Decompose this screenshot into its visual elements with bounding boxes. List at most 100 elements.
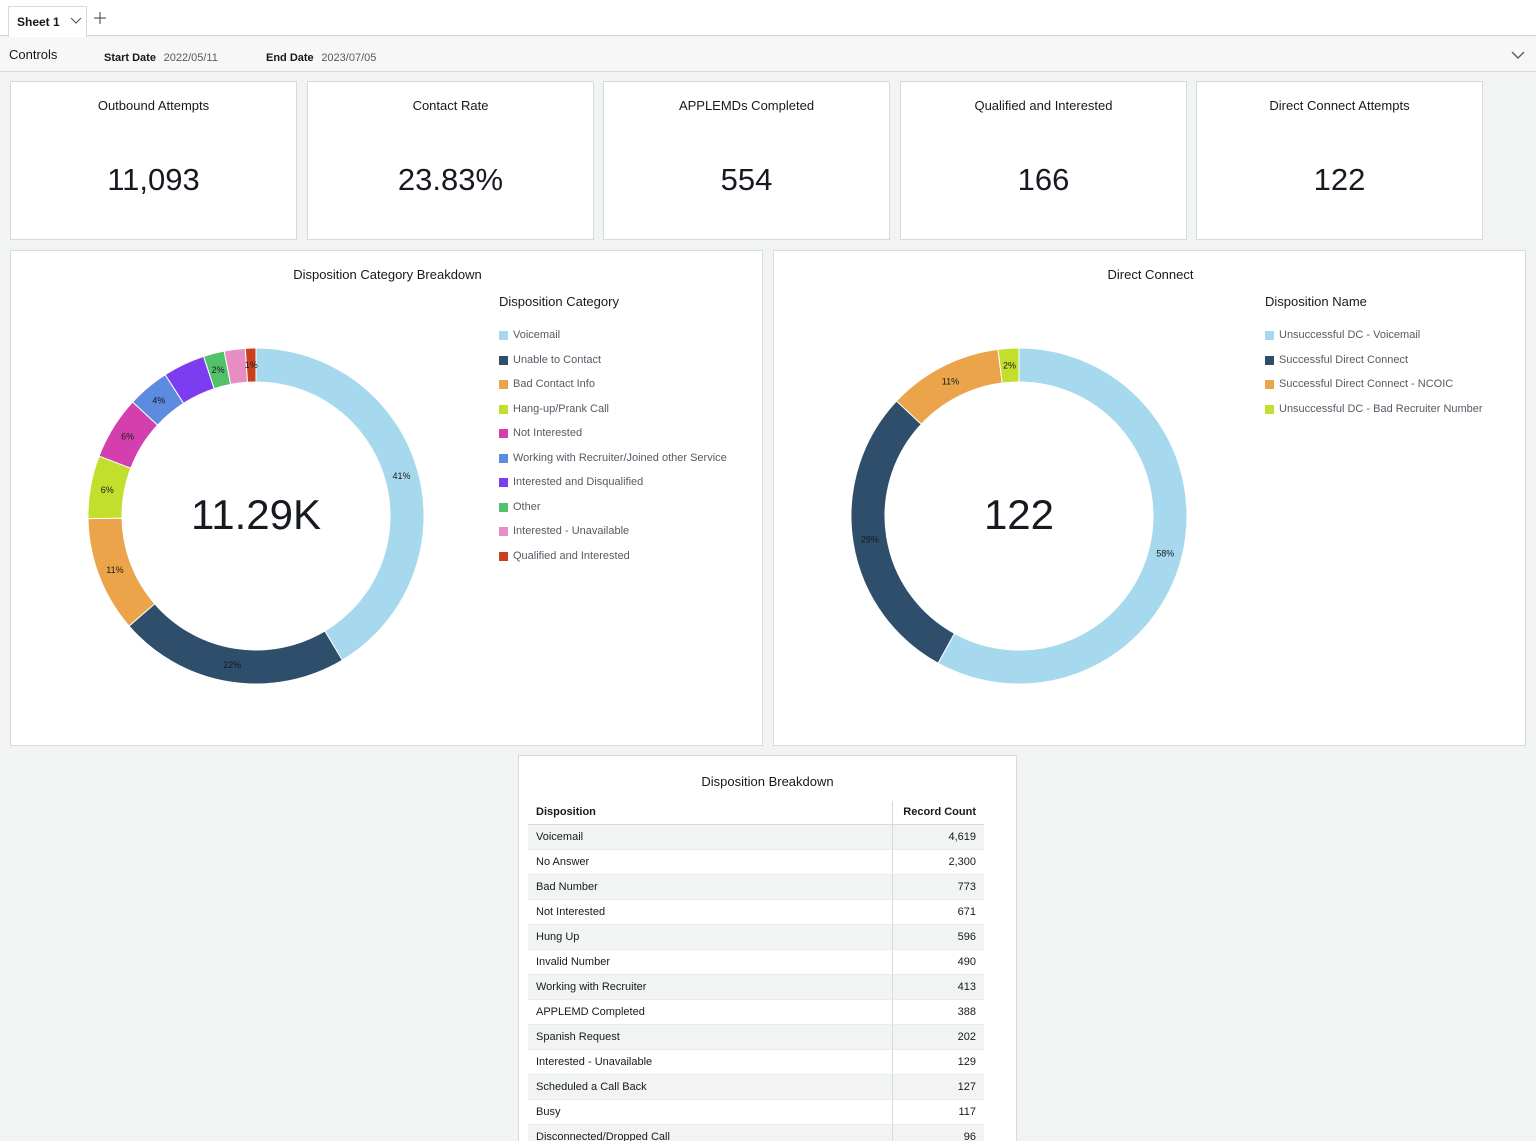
table-row[interactable]: Interested - Unavailable 129 [528, 1049, 984, 1075]
legend-item[interactable]: Unsuccessful DC - Voicemail [1265, 329, 1483, 354]
legend-swatch [499, 404, 508, 414]
legend-item[interactable]: Other [499, 501, 727, 526]
record-count-cell: 4,619 [892, 824, 984, 850]
disposition-cell: Working with Recruiter [528, 974, 893, 1000]
kpi-direct-connect-attempts: Direct Connect Attempts 122 [1196, 81, 1483, 240]
kpi-applemds-completed: APPLEMDs Completed 554 [603, 81, 890, 240]
kpi-outbound-attempts: Outbound Attempts 11,093 [10, 81, 297, 240]
disposition-cell: Not Interested [528, 899, 893, 925]
column-header-record-count[interactable]: Record Count [892, 801, 984, 825]
legend-item[interactable]: Unsuccessful DC - Bad Recruiter Number [1265, 403, 1483, 428]
chart-title: Disposition Category Breakdown [293, 267, 482, 282]
record-count-cell: 490 [892, 949, 984, 975]
end-date-value[interactable]: 2023/07/05 [321, 52, 377, 64]
table-row[interactable]: Not Interested 671 [528, 899, 984, 925]
kpi-contact-rate: Contact Rate 23.83% [307, 81, 594, 240]
legend-item[interactable]: Voicemail [499, 329, 727, 354]
kpi-value: 23.83% [397, 162, 504, 197]
legend-item[interactable]: Interested and Disqualified [499, 476, 727, 501]
kpi-title: Outbound Attempts [97, 98, 210, 113]
start-date-label: Start Date [104, 52, 156, 64]
legend-item[interactable]: Bad Contact Info [499, 378, 727, 403]
donut-slice[interactable] [128, 603, 343, 685]
disposition-table: Disposition Record Count Voicemail 4,619 N… [528, 801, 984, 1141]
table-row[interactable]: Hung Up 596 [528, 924, 984, 950]
donut-slice[interactable] [244, 347, 257, 383]
column-header-disposition[interactable]: Disposition [528, 801, 893, 825]
table-row[interactable]: Disconnected/Dropped Call 96 [528, 1124, 984, 1141]
legend-item[interactable]: Not Interested [499, 427, 727, 452]
legend-swatch [499, 331, 508, 340]
slice-data-label: 4% [152, 395, 165, 405]
record-count-cell: 127 [892, 1074, 984, 1100]
legend-swatch [499, 502, 508, 512]
table-row[interactable]: Bad Number 773 [528, 874, 984, 900]
controls-label: Controls [9, 47, 58, 62]
start-date-value[interactable]: 2022/05/11 [163, 52, 218, 64]
table-row[interactable]: No Answer 2,300 [528, 849, 984, 875]
tab-sheet-1[interactable]: Sheet 1 [8, 6, 87, 37]
legend-label: Qualified and Interested [513, 549, 630, 562]
legend-swatch [499, 527, 508, 536]
disposition-cell: Voicemail [528, 824, 893, 850]
slice-data-label: 6% [101, 485, 114, 495]
legend-item[interactable]: Qualified and Interested [499, 550, 727, 575]
disposition-cell: Invalid Number [528, 949, 893, 975]
legend-item[interactable]: Successful Direct Connect [1265, 354, 1483, 379]
disposition-cell: Bad Number [528, 874, 893, 900]
disposition-cell: No Answer [528, 849, 893, 875]
disposition-cell: APPLEMD Completed [528, 999, 893, 1025]
legend-label: Working with Recruiter/Joined other Serv… [513, 451, 727, 464]
legend-item[interactable]: Working with Recruiter/Joined other Serv… [499, 452, 727, 477]
legend-title: Disposition Category [499, 294, 619, 309]
disposition-cell: Spanish Request [528, 1024, 893, 1050]
table-row[interactable]: Spanish Request 202 [528, 1024, 984, 1050]
end-date-control[interactable]: End Date 2023/07/05 [266, 49, 376, 64]
record-count-cell: 388 [892, 999, 984, 1025]
donut-slice[interactable] [997, 347, 1020, 384]
table-row[interactable]: Working with Recruiter 413 [528, 974, 984, 1000]
kpi-title: Contact Rate [412, 98, 489, 113]
legend-item[interactable]: Interested - Unavailable [499, 525, 727, 550]
table-title: Disposition Breakdown [701, 774, 834, 789]
legend-label: Not Interested [513, 427, 583, 439]
table-row[interactable]: Invalid Number 490 [528, 949, 984, 975]
table-row[interactable]: Scheduled a Call Back 127 [528, 1074, 984, 1100]
donut-slice[interactable] [937, 347, 1188, 685]
legend-item[interactable]: Hang-up/Prank Call [499, 403, 727, 428]
table-row[interactable]: APPLEMD Completed 388 [528, 999, 984, 1025]
controls-bar: Controls Start Date 2022/05/11 End Date … [0, 37, 1536, 72]
legend-label: Unsuccessful DC - Bad Recruiter Number [1279, 402, 1483, 415]
disposition-cell: Busy [528, 1099, 893, 1125]
donut-slice[interactable] [895, 348, 1003, 425]
sheet-tab-bar: Sheet 1 [0, 0, 1536, 37]
collapse-controls-icon[interactable] [1510, 48, 1526, 62]
legend-label: Successful Direct Connect [1279, 353, 1408, 366]
disposition-cell: Scheduled a Call Back [528, 1074, 893, 1100]
slice-data-label: 6% [121, 431, 134, 441]
direct-connect-panel: Direct Connect 58% 29% 11% 2% 122 Dispositi… [773, 250, 1526, 746]
slice-data-label: 41% [393, 471, 411, 481]
table-row[interactable]: Busy 117 [528, 1099, 984, 1125]
record-count-cell: 117 [892, 1099, 984, 1125]
kpi-value: 122 [1313, 162, 1366, 197]
donut-center-value: 11.29K [191, 491, 321, 538]
record-count-cell: 671 [892, 899, 984, 925]
add-sheet-icon[interactable] [92, 10, 108, 26]
record-count-cell: 596 [892, 924, 984, 950]
start-date-control[interactable]: Start Date 2022/05/11 [104, 49, 218, 64]
legend-label: Unsuccessful DC - Voicemail [1279, 329, 1421, 341]
legend-swatch [1265, 355, 1274, 365]
legend-item[interactable]: Unable to Contact [499, 354, 727, 379]
legend-swatch [1265, 331, 1274, 340]
chevron-down-icon[interactable] [69, 14, 83, 28]
slice-data-label: 11% [942, 376, 959, 386]
legend-item[interactable]: Successful Direct Connect - NCOIC [1265, 378, 1483, 403]
donut-center-value: 122 [983, 491, 1055, 538]
table-header-row: Disposition Record Count [528, 801, 984, 825]
category-donut-chart[interactable]: 41% 22% 11% 6% 6% 4% 2% 1% [86, 346, 426, 686]
direct-connect-legend: Unsuccessful DC - Voicemail Successful Di… [1265, 329, 1483, 427]
table-row[interactable]: Voicemail 4,619 [528, 824, 984, 850]
kpi-value: 11,093 [107, 162, 200, 197]
direct-connect-donut-chart[interactable]: 58% 29% 11% 2% [849, 346, 1189, 686]
